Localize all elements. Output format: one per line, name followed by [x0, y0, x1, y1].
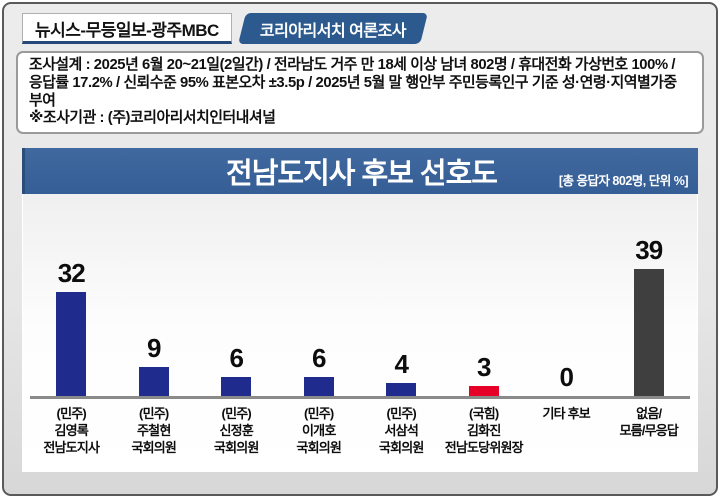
bar	[468, 386, 499, 396]
bar-category-label-line: 모름/무응답	[619, 422, 679, 438]
bar-category-label-line: 국회의원	[213, 439, 259, 455]
bar-value-label: 0	[559, 362, 575, 392]
pollster-badge-label: 코리아리서치 여론조사	[259, 22, 406, 40]
bar	[633, 269, 664, 396]
bar-column: 32	[30, 258, 113, 396]
bar-category-label-line: (민주)	[221, 406, 252, 421]
bar-column: 6	[278, 342, 361, 396]
bar-category-label-line: 국회의원	[378, 439, 424, 455]
bar-category-label-line: 이개호	[302, 422, 336, 438]
media-source-box: 뉴시스-무등일보-광주MBC	[22, 13, 232, 44]
bar-value-label: 3	[477, 352, 492, 383]
bar-category-label-line: (민주)	[56, 406, 87, 421]
bar	[56, 292, 87, 396]
bar-value-label: 32	[57, 258, 86, 288]
bar-category-label: 없음/모름/무응답	[608, 406, 691, 440]
bar-value-label: 4	[394, 349, 410, 379]
bar-category-label: (민주) 김영록 전남도지사	[30, 406, 113, 457]
bar-column: 6	[195, 342, 278, 396]
chart-title-bar: 전남도지사 후보 선호도 [총 응답자 802명, 단위 %]	[22, 148, 698, 194]
bar-column: 39	[608, 235, 691, 396]
bar-value-label: 6	[229, 342, 245, 373]
category-labels: (민주) 김영록 전남도지사 (민주) 주철현 국회의원 (민주) 신정훈 국회의원 (민주) 이개…	[22, 399, 698, 457]
chart-title: 전남도지사 후보 선호도	[226, 158, 498, 190]
x-axis-line	[30, 396, 690, 399]
bar-category-label-line: 주철현	[137, 422, 171, 438]
bar-category-label: (민주) 주철현 국회의원	[113, 406, 196, 457]
bar-category-label-line: 없음/	[636, 406, 662, 421]
bar-category-label: (민주) 서삼석 국회의원	[360, 406, 443, 457]
bar-category-label-line: 국회의원	[131, 439, 177, 455]
chart-subtitle: [총 응답자 802명, 단위 %]	[558, 174, 689, 188]
bar	[221, 376, 252, 396]
bar-category-label-line: 서삼석	[384, 422, 419, 438]
bar-category-label: (민주) 이개호 국회의원	[278, 406, 361, 457]
media-source-label: 뉴시스-무등일보-광주MBC	[35, 21, 219, 40]
bar-category-label-line: (민주)	[139, 406, 169, 421]
bar-column: 4	[360, 349, 443, 396]
chart-panel: 전남도지사 후보 선호도 [총 응답자 802명, 단위 %] 32 9 6 6 4 3 0…	[22, 148, 698, 472]
bar-category-label-line: 김화진	[467, 422, 501, 438]
bar	[303, 376, 334, 396]
pollster-badge: 코리아리서치 여론조사	[237, 13, 428, 44]
bar-category-label-line: (민주)	[304, 406, 334, 421]
plot-area: 32 9 6 6 4 3 0 39	[22, 194, 698, 396]
bar-category-label-line: 전남도지사	[43, 439, 100, 455]
bar-category-label: (국힘) 김화진 전남도당위원장	[443, 406, 526, 457]
bar-category-label-line: 신정훈	[219, 422, 254, 438]
bar-column: 9	[113, 333, 196, 396]
bar-column: 3	[443, 352, 526, 396]
bar-category-label: (민주) 신정훈 국회의원	[195, 406, 278, 457]
bar-category-label: 기타 후보	[525, 406, 608, 423]
survey-agency-text: ※조사기관 : (주)코리아리서치인터내셔널	[29, 110, 276, 127]
bar	[138, 366, 169, 396]
survey-design-text: 조사설계 : 2025년 6월 20~21일(2일간) / 전라남도 거주 만 …	[29, 57, 677, 109]
survey-info-box: 조사설계 : 2025년 6월 20~21일(2일간) / 전라남도 거주 만 …	[16, 51, 704, 134]
header: 뉴시스-무등일보-광주MBC 코리아리서치 여론조사	[22, 13, 716, 44]
bar-category-label-line: 기타 후보	[542, 406, 591, 421]
bar-category-label-line: (민주)	[386, 406, 417, 421]
bar-category-label-line: 김영록	[54, 422, 89, 438]
bar-value-label: 6	[312, 342, 327, 373]
bar-category-label-line: 전남도당위원장	[444, 439, 524, 455]
bar-value-label: 9	[147, 332, 162, 363]
bar	[386, 383, 417, 396]
bar-value-label: 39	[635, 235, 663, 266]
bar-category-label-line: (국힘)	[469, 406, 499, 421]
bar-column: 0	[525, 362, 608, 396]
bar-category-label-line: 국회의원	[296, 439, 342, 455]
